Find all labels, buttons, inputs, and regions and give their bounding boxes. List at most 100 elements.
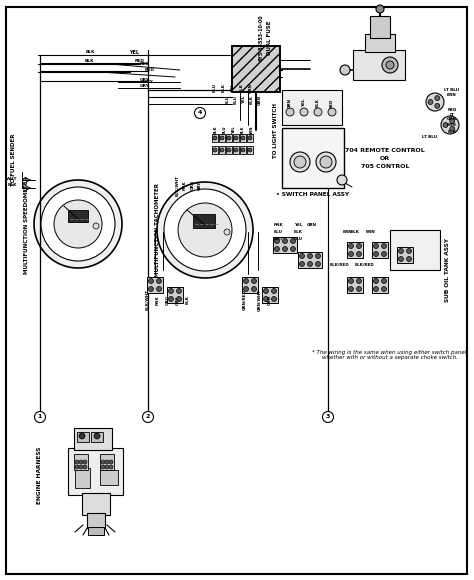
Bar bbox=[390, 230, 440, 270]
Text: GRY: GRY bbox=[140, 78, 150, 82]
Circle shape bbox=[300, 108, 308, 116]
Bar bbox=[74, 428, 112, 450]
Circle shape bbox=[283, 246, 288, 252]
Text: 1: 1 bbox=[38, 415, 42, 419]
Circle shape bbox=[79, 465, 83, 469]
Text: GRY: GRY bbox=[176, 295, 180, 305]
Circle shape bbox=[290, 152, 310, 172]
Circle shape bbox=[356, 287, 362, 292]
Circle shape bbox=[426, 93, 444, 111]
Circle shape bbox=[94, 433, 100, 439]
Bar bbox=[212, 134, 218, 142]
Bar bbox=[91, 432, 103, 442]
Text: RED: RED bbox=[140, 62, 150, 66]
Bar bbox=[233, 134, 239, 142]
Circle shape bbox=[316, 262, 320, 266]
Text: BLK: BLK bbox=[214, 126, 218, 134]
Text: TO FUEL SENDER: TO FUEL SENDER bbox=[11, 134, 17, 186]
Circle shape bbox=[244, 278, 248, 284]
Circle shape bbox=[178, 203, 232, 257]
Circle shape bbox=[348, 244, 354, 248]
Circle shape bbox=[435, 96, 440, 100]
Text: RED: RED bbox=[135, 59, 145, 63]
Text: BLK: BLK bbox=[250, 96, 254, 104]
Circle shape bbox=[386, 61, 394, 69]
Circle shape bbox=[101, 460, 105, 464]
Text: 704 REMOTE CONTROL: 704 REMOTE CONTROL bbox=[345, 147, 425, 153]
Text: BRN: BRN bbox=[343, 230, 353, 234]
Text: 3: 3 bbox=[326, 415, 330, 419]
Circle shape bbox=[274, 246, 280, 252]
Circle shape bbox=[374, 252, 379, 256]
Circle shape bbox=[300, 253, 304, 259]
Circle shape bbox=[450, 126, 455, 132]
Circle shape bbox=[374, 278, 379, 284]
Text: RED: RED bbox=[447, 108, 456, 112]
Text: BLK: BLK bbox=[240, 84, 244, 92]
Circle shape bbox=[148, 287, 154, 292]
Circle shape bbox=[34, 180, 122, 268]
Text: GRN: GRN bbox=[258, 95, 262, 105]
Circle shape bbox=[248, 148, 252, 152]
Circle shape bbox=[435, 103, 440, 108]
Circle shape bbox=[105, 460, 109, 464]
Bar bbox=[233, 146, 239, 154]
Text: GRN/RED: GRN/RED bbox=[243, 289, 247, 310]
Bar bbox=[226, 134, 232, 142]
Text: GRN: GRN bbox=[250, 125, 254, 135]
Bar bbox=[100, 470, 118, 485]
Circle shape bbox=[308, 262, 312, 266]
Text: BRN: BRN bbox=[447, 93, 457, 97]
Text: SUB OIL TANK ASSY: SUB OIL TANK ASSY bbox=[446, 238, 450, 302]
Text: GRN: GRN bbox=[249, 83, 253, 93]
Bar bbox=[273, 237, 297, 253]
Circle shape bbox=[220, 136, 224, 140]
Text: BLK: BLK bbox=[447, 130, 456, 134]
Circle shape bbox=[322, 411, 334, 422]
Circle shape bbox=[109, 465, 113, 469]
Text: BLK: BLK bbox=[241, 126, 245, 134]
Circle shape bbox=[83, 460, 87, 464]
Bar bbox=[232, 46, 280, 92]
Text: • SWITCH PANEL ASSY: • SWITCH PANEL ASSY bbox=[276, 191, 349, 197]
Circle shape bbox=[407, 256, 411, 262]
Circle shape bbox=[176, 296, 182, 302]
Circle shape bbox=[337, 175, 347, 185]
Text: 2: 2 bbox=[146, 415, 150, 419]
Circle shape bbox=[428, 100, 433, 104]
Text: BLU: BLU bbox=[223, 126, 227, 134]
Text: 4: 4 bbox=[198, 111, 202, 115]
Circle shape bbox=[213, 136, 217, 140]
Circle shape bbox=[79, 460, 83, 464]
Text: TO LIGHT SWITCH: TO LIGHT SWITCH bbox=[273, 103, 279, 158]
Text: WHT: WHT bbox=[6, 177, 18, 181]
Text: WHT: WHT bbox=[273, 237, 283, 241]
Circle shape bbox=[156, 287, 162, 292]
Circle shape bbox=[286, 108, 294, 116]
Circle shape bbox=[227, 136, 231, 140]
Text: ORG: ORG bbox=[191, 180, 195, 190]
Circle shape bbox=[374, 287, 379, 292]
Circle shape bbox=[54, 200, 102, 248]
Circle shape bbox=[314, 108, 322, 116]
Circle shape bbox=[382, 252, 386, 256]
Circle shape bbox=[252, 287, 256, 292]
Text: LT BLU: LT BLU bbox=[445, 88, 460, 92]
Circle shape bbox=[241, 148, 245, 152]
Circle shape bbox=[220, 148, 224, 152]
Text: BLK: BLK bbox=[7, 183, 17, 187]
Bar bbox=[167, 287, 183, 303]
Text: BLU: BLU bbox=[226, 96, 230, 104]
Text: YEL: YEL bbox=[294, 223, 302, 227]
Text: BLK: BLK bbox=[222, 84, 226, 92]
Circle shape bbox=[75, 460, 79, 464]
Circle shape bbox=[93, 223, 99, 229]
Text: 705 CONTROL: 705 CONTROL bbox=[361, 164, 409, 169]
Bar bbox=[219, 134, 225, 142]
Bar bbox=[147, 277, 163, 293]
Text: GRN: GRN bbox=[288, 98, 292, 108]
Circle shape bbox=[348, 287, 354, 292]
Circle shape bbox=[234, 148, 238, 152]
Text: LT BLU: LT BLU bbox=[422, 135, 438, 139]
Circle shape bbox=[227, 148, 231, 152]
